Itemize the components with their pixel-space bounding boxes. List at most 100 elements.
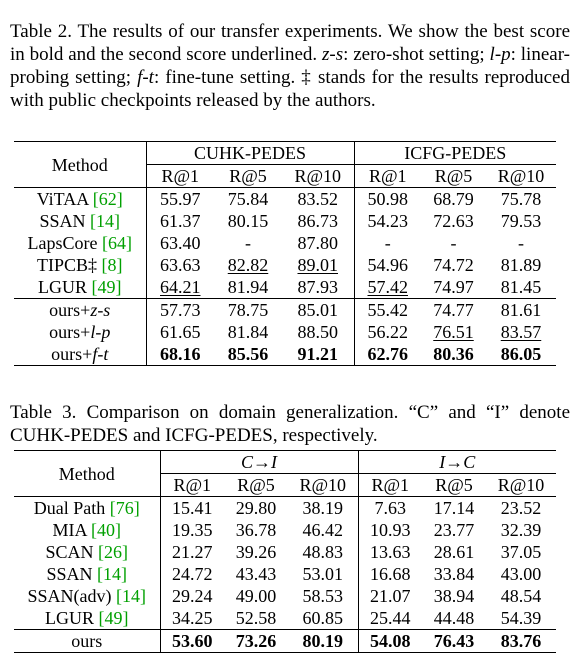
citation-link[interactable]: [26] xyxy=(98,542,128,562)
table-row: SSAN(adv) [14] 29.24 49.00 58.53 21.07 38.94 4… xyxy=(14,585,556,607)
score-cell: 72.63 xyxy=(433,211,474,231)
score-cell: 38.94 xyxy=(433,586,475,606)
score-cell: 58.53 xyxy=(288,585,359,607)
table-row: ours+z-s 57.73 78.75 85.01 55.42 74.77 81.61 xyxy=(14,298,556,321)
score-cell: 79.53 xyxy=(500,211,542,231)
citation-link[interactable]: [49] xyxy=(91,277,122,297)
score-cell: 21.07 xyxy=(370,586,411,606)
col-header: R@10 xyxy=(497,475,545,495)
score-cell: 19.35 xyxy=(172,520,213,540)
score-cell: 68.79 xyxy=(421,187,486,210)
score-cell: 21.27 xyxy=(172,542,213,562)
score-cell: 25.44 xyxy=(370,608,411,628)
citation-link[interactable]: [40] xyxy=(91,520,121,540)
score-cell: 23.52 xyxy=(486,496,556,519)
method-name: ViTAA [62] xyxy=(14,187,147,210)
score-cell: 63.40 xyxy=(160,233,201,253)
col-header: R@10 xyxy=(282,164,355,188)
score-cell: 34.25 xyxy=(172,608,213,628)
score-cell: 85.56 xyxy=(214,343,282,366)
method-name: SSAN [14] xyxy=(14,210,147,232)
method-name: LGUR [49] xyxy=(14,276,147,299)
col-header: R@5 xyxy=(229,166,267,186)
table-row: Dual Path [76] 15.41 29.80 38.19 7.63 17.14 23… xyxy=(14,496,556,519)
score-cell: 55.97 xyxy=(146,187,214,210)
table-row: LapsCore [64] 63.40 - 87.80 - - - xyxy=(14,232,556,254)
score-cell: 76.51 xyxy=(433,322,474,342)
score-cell: 76.43 xyxy=(422,629,486,653)
score-cell: 74.72 xyxy=(433,255,474,275)
score-cell: 75.78 xyxy=(486,187,556,210)
score-cell: 13.63 xyxy=(370,542,411,562)
score-cell: 10.93 xyxy=(370,520,411,540)
caption-lp: l-p xyxy=(489,44,511,65)
score-cell: 81.89 xyxy=(500,255,542,275)
score-cell: 15.41 xyxy=(160,496,224,519)
table-row: LGUR [49] 34.25 52.58 60.85 25.44 44.48 54.39 xyxy=(14,607,556,630)
method-name: SSAN(adv) [14] xyxy=(14,585,161,607)
col-header: R@1 xyxy=(371,475,410,495)
citation-link[interactable]: [14] xyxy=(90,211,121,231)
method-name: MIA [40] xyxy=(14,519,161,541)
score-cell: 80.15 xyxy=(227,211,269,231)
caption-zs: z-s xyxy=(321,44,344,65)
score-cell: 23.77 xyxy=(433,520,475,540)
col-header: R@10 xyxy=(497,166,545,186)
citation-link[interactable]: [76] xyxy=(109,498,140,518)
method-name: SCAN [26] xyxy=(14,541,161,563)
score-cell: 81.94 xyxy=(227,277,269,297)
citation-link[interactable]: [14] xyxy=(97,564,128,584)
col-header: R@1 xyxy=(368,166,407,186)
method-name: ours+f-t xyxy=(14,343,147,366)
method-name: ours+z-s xyxy=(14,298,147,321)
score-cell: 29.80 xyxy=(224,496,288,519)
score-cell: - xyxy=(450,233,457,253)
score-cell: 83.52 xyxy=(282,187,355,210)
caption-text: : fine-tune setting. ‡ stands for the re… xyxy=(10,67,570,111)
score-cell: 54.23 xyxy=(367,211,409,231)
citation-link[interactable]: [62] xyxy=(92,189,123,209)
score-cell: 81.61 xyxy=(486,298,556,321)
table2: Method CUHK-PEDES ICFG-PEDES R@1 R@5 R@1… xyxy=(14,141,556,366)
table-row: SSAN [14] 24.72 43.43 53.01 16.68 33.84 43.00 xyxy=(14,563,556,585)
score-cell: 78.75 xyxy=(214,298,282,321)
score-cell: 86.05 xyxy=(486,343,556,366)
table-row: ours+f-t 68.16 85.56 91.21 62.76 80.36 86.05 xyxy=(14,343,556,366)
citation-link[interactable]: [8] xyxy=(101,255,123,275)
score-cell: 56.22 xyxy=(367,322,409,342)
score-cell: 57.42 xyxy=(367,277,409,297)
score-cell: 36.78 xyxy=(235,520,277,540)
method-name: ours xyxy=(14,629,161,653)
score-cell: 89.01 xyxy=(282,254,355,276)
score-cell: 74.77 xyxy=(421,298,486,321)
score-cell: 57.73 xyxy=(146,298,214,321)
score-cell: 50.98 xyxy=(354,187,421,210)
score-cell: 39.26 xyxy=(235,542,277,562)
table-row: ours+l-p 61.65 81.84 88.50 56.22 76.51 83.57 xyxy=(14,321,556,343)
score-cell: 80.19 xyxy=(288,629,359,653)
citation-link[interactable]: [49] xyxy=(98,608,129,628)
col-header: R@1 xyxy=(173,475,212,495)
table3: Method C→I I→C R@1 R@5 R@10 R@1 R@5 R@10… xyxy=(14,450,556,653)
citation-link[interactable]: [64] xyxy=(101,233,132,253)
citation-link[interactable]: [14] xyxy=(116,586,146,606)
score-cell: 82.82 xyxy=(227,255,269,275)
table-row: ViTAA [62] 55.97 75.84 83.52 50.98 68.79 75.78 xyxy=(14,187,556,210)
score-cell: 48.83 xyxy=(288,541,359,563)
caption-ft: f-t xyxy=(137,67,154,88)
method-name: ours+l-p xyxy=(14,321,147,343)
score-cell: 37.05 xyxy=(500,542,542,562)
table-row: LGUR [49] 64.21 81.94 87.93 57.42 74.97 81.45 xyxy=(14,276,556,299)
method-name: LapsCore [64] xyxy=(14,232,147,254)
score-cell: 63.63 xyxy=(160,255,201,275)
score-cell: 54.96 xyxy=(367,255,409,275)
method-name: SSAN [14] xyxy=(14,563,161,585)
col-header: R@10 xyxy=(288,473,359,497)
group-header-cuhk: CUHK-PEDES xyxy=(146,141,355,165)
score-cell: 48.54 xyxy=(500,586,542,606)
group-header-icfg: ICFG-PEDES xyxy=(354,141,556,165)
score-cell: 87.80 xyxy=(282,232,355,254)
score-cell: 74.97 xyxy=(433,277,474,297)
score-cell: 55.42 xyxy=(354,298,421,321)
score-cell: 53.01 xyxy=(288,563,359,585)
